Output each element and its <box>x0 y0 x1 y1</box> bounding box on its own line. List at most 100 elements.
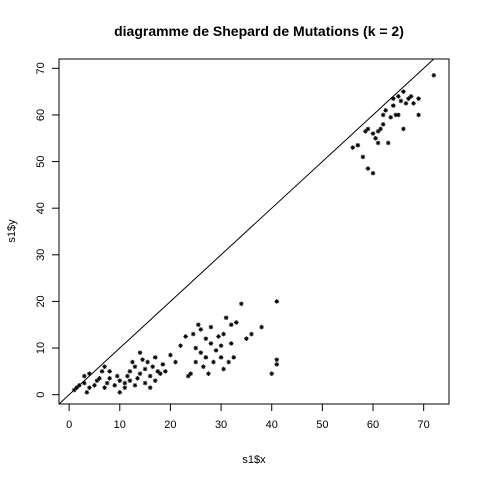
y-tick-label: 40 <box>35 202 47 214</box>
data-point <box>74 385 80 390</box>
data-point <box>396 112 401 118</box>
data-point <box>396 93 401 99</box>
data-point <box>150 364 156 370</box>
data-point <box>390 96 396 101</box>
data-point <box>71 387 77 393</box>
x-tick-label: 0 <box>66 419 72 431</box>
data-point <box>203 336 209 342</box>
data-point <box>244 336 249 342</box>
data-point <box>132 383 138 388</box>
data-point <box>380 112 386 118</box>
x-tick-label: 60 <box>367 419 379 431</box>
data-point <box>378 126 383 132</box>
y-tick-label: 50 <box>35 155 47 167</box>
data-point <box>259 324 264 330</box>
data-point <box>198 350 204 356</box>
data-point <box>99 369 105 374</box>
y-axis-label: s1$y <box>6 219 18 243</box>
data-point <box>350 145 356 150</box>
data-point <box>390 103 396 108</box>
data-point <box>82 380 87 386</box>
data-point <box>142 366 148 372</box>
data-point <box>375 140 381 146</box>
y-tick-label: 0 <box>35 392 47 398</box>
data-point <box>76 383 82 388</box>
data-point <box>403 100 409 106</box>
data-point <box>365 166 371 171</box>
data-point <box>221 331 226 337</box>
y-tick-label: 70 <box>35 62 47 74</box>
y-axis: 0 10 20 30 40 50 60 70 <box>35 62 59 398</box>
data-point <box>388 114 394 120</box>
data-point <box>411 100 416 106</box>
data-point <box>127 378 133 383</box>
data-point <box>140 357 145 363</box>
data-point <box>218 343 224 349</box>
data-point <box>97 376 102 381</box>
data-point <box>193 345 199 351</box>
data-point <box>82 373 87 379</box>
data-point <box>145 359 150 365</box>
data-point <box>393 112 399 118</box>
data-point <box>370 131 376 136</box>
data-point <box>112 383 118 388</box>
data-point <box>117 390 123 395</box>
data-point <box>104 380 110 386</box>
data-point <box>208 341 214 346</box>
data-point <box>152 378 158 383</box>
data-point <box>228 341 234 346</box>
data-point <box>92 383 97 388</box>
data-point <box>122 380 128 386</box>
data-point <box>213 348 219 353</box>
data-point <box>94 378 100 383</box>
data-point <box>185 373 191 379</box>
data-point <box>157 371 163 376</box>
data-point <box>274 357 280 363</box>
data-point <box>168 352 173 358</box>
data-point <box>198 327 204 332</box>
data-point <box>147 385 153 390</box>
plot-frame <box>58 58 450 405</box>
data-point <box>416 112 421 118</box>
data-point <box>221 366 226 372</box>
x-tick-label: 50 <box>316 419 328 431</box>
data-point <box>355 142 361 148</box>
data-point <box>380 121 386 127</box>
data-point <box>274 362 280 367</box>
data-point <box>406 96 411 101</box>
data-point <box>401 89 406 94</box>
data-point <box>87 385 92 390</box>
x-tick-label: 70 <box>418 419 430 431</box>
data-point <box>218 355 224 360</box>
data-point <box>365 126 371 132</box>
reference-line <box>59 59 435 404</box>
data-point <box>201 364 206 370</box>
y-tick-label: 20 <box>35 295 47 307</box>
data-point <box>228 322 234 328</box>
data-point <box>203 355 209 360</box>
data-point <box>408 93 414 99</box>
data-point <box>122 385 128 390</box>
data-point <box>401 126 406 132</box>
data-point <box>130 359 135 365</box>
x-tick-label: 20 <box>164 419 176 431</box>
y-tick-label: 30 <box>35 249 47 261</box>
data-point <box>178 343 183 349</box>
data-point <box>370 170 376 176</box>
data-point <box>190 331 196 337</box>
data-point <box>142 380 148 386</box>
data-point <box>383 107 388 113</box>
data-point <box>206 371 211 376</box>
data-point <box>360 154 366 160</box>
data-point <box>173 359 178 365</box>
data-point <box>231 355 237 360</box>
data-point <box>155 369 161 374</box>
data-point <box>375 128 381 134</box>
data-point <box>195 322 201 328</box>
data-point <box>233 320 239 325</box>
data-point <box>363 128 368 134</box>
y-tick-label: 10 <box>35 342 47 354</box>
data-point <box>208 324 214 330</box>
data-point <box>107 369 112 374</box>
